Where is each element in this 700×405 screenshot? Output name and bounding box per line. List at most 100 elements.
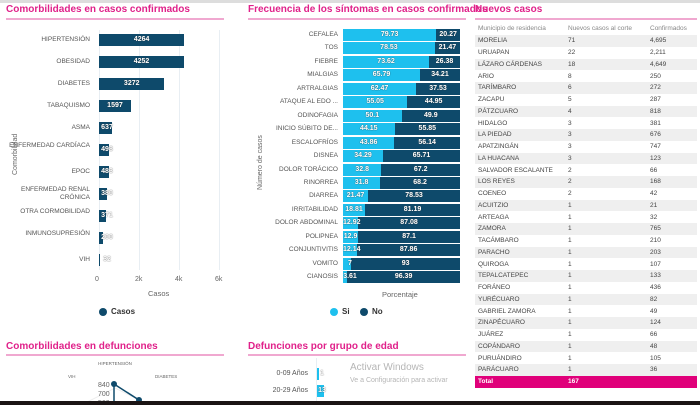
table-cell: 1 <box>565 246 647 259</box>
table-row[interactable]: ZAMORA 1 765 <box>475 223 697 235</box>
table-cell: 1 <box>565 340 647 353</box>
gridline <box>316 358 317 401</box>
table-cell: 1 <box>565 199 647 212</box>
table-row[interactable]: ARIO 8 250 <box>475 70 697 82</box>
bar-value-si: 73.62 <box>377 57 395 65</box>
bar-value-no: 87.86 <box>399 246 418 254</box>
total-cell: Total <box>475 375 565 388</box>
total-cell <box>647 375 697 388</box>
bar-value: 200 <box>101 234 113 241</box>
bar <box>99 100 131 112</box>
category-label: 20-29 Años <box>272 387 308 394</box>
bar-value-no: 65.71 <box>412 152 431 160</box>
divider <box>6 18 224 20</box>
bar-si <box>343 257 352 270</box>
col-header[interactable]: Confirmados <box>650 25 687 32</box>
legend-label: Casos <box>111 307 136 316</box>
bar-value-no: 55.85 <box>418 125 437 133</box>
table-row[interactable]: COENEO 2 42 <box>475 188 697 200</box>
table-cell: 287 <box>650 96 661 104</box>
category-label: DOLOR ABDOMINAL <box>275 219 338 227</box>
table-cell: 5 <box>568 96 572 104</box>
category-label: CIANOSIS <box>306 273 338 281</box>
table-cell: 765 <box>647 223 697 235</box>
bar-no <box>381 163 460 176</box>
table-row[interactable]: LA HUACANA 3 123 <box>475 152 697 165</box>
col-header[interactable]: Municipio de residencia <box>478 25 546 32</box>
bar-value: 4264 <box>133 36 150 43</box>
bar-si <box>343 244 358 257</box>
total-cell: 167 <box>565 375 647 388</box>
table-row[interactable]: ARTEAGA 1 32 <box>475 211 697 223</box>
table-cell: 436 <box>650 284 661 292</box>
bar-value: 380 <box>101 190 113 197</box>
bar-value: 1597 <box>107 102 123 109</box>
bar-value: 498 <box>101 146 113 153</box>
new-cases-table: Municipio de residencia Nuevos casos al … <box>475 22 697 388</box>
table-row[interactable]: ZINAPÉCUARO 1 124 <box>475 317 697 329</box>
table-row[interactable]: LA PIEDAD 3 676 <box>475 129 697 141</box>
table-row[interactable]: LÁZARO CÁRDENAS 18 4,649 <box>475 58 697 71</box>
bar-si <box>343 29 437 41</box>
table-cell: 66 <box>650 331 658 339</box>
table-cell: 1 <box>565 223 647 235</box>
table-row[interactable]: ACUITZIO 1 21 <box>475 199 697 212</box>
table-cell: HIDALGO <box>478 119 508 127</box>
bar-si <box>343 82 417 95</box>
table-cell: 48 <box>647 340 697 353</box>
radar-line <box>113 383 140 401</box>
bar-value-no: 44.95 <box>424 98 443 106</box>
top-border <box>0 0 700 3</box>
table-cell: 36 <box>647 364 697 376</box>
category-label: DOLOR TORÁCICO <box>279 165 338 173</box>
bar-value-si: 55.05 <box>366 98 384 106</box>
table-row[interactable]: PARACHO 1 203 <box>475 246 697 259</box>
table-row[interactable]: JUÁREZ 1 66 <box>475 329 697 341</box>
category-label: INMUNOSUPRESIÓN <box>25 230 90 237</box>
table-row[interactable]: SALVADOR ESCALANTE 2 66 <box>475 164 697 176</box>
table-row[interactable]: PURUÁNDIRO 1 105 <box>475 352 697 364</box>
table-row[interactable]: FORÁNEO 1 436 <box>475 282 697 294</box>
table-row[interactable]: GABRIEL ZAMORA 1 49 <box>475 305 697 317</box>
table-row[interactable]: PÁTZCUARO 4 818 <box>475 105 697 118</box>
deaths-age-title: Defunciones por grupo de edad <box>248 341 399 352</box>
deaths-comorb-title: Comorbilidades en defunciones <box>6 341 158 352</box>
bar-value: 1 <box>320 370 324 377</box>
table-cell: URUAPAN <box>478 49 510 57</box>
table-cell: ACUITZIO <box>475 199 565 212</box>
bar-no <box>351 257 460 270</box>
table-cell: SALVADOR ESCALANTE <box>478 166 553 174</box>
y-axis-title: Comorbilidad <box>12 133 19 175</box>
bar-value: 4252 <box>133 58 150 65</box>
table-row[interactable]: COPÁNDARO 1 48 <box>475 340 697 353</box>
table-row[interactable]: TEPALCATEPEC 1 133 <box>475 270 697 282</box>
table-row[interactable]: PARÁCUARO 1 36 <box>475 364 697 376</box>
comorb-title: Comorbilidades en casos confirmados <box>6 4 190 15</box>
bar-value-no: 87.08 <box>400 219 418 227</box>
table-row[interactable]: URUAPAN 22 2,211 <box>475 47 697 59</box>
table-row[interactable]: QUIROGA 1 107 <box>475 258 697 270</box>
table-row[interactable]: APATZINGÁN 3 747 <box>475 141 697 153</box>
bar-value-si: 62.47 <box>370 84 389 92</box>
table-row[interactable]: LOS REYES 2 168 <box>475 176 697 188</box>
table-cell: COENEO <box>478 190 507 198</box>
category-label: OBESIDAD <box>56 58 90 65</box>
legend-swatch <box>99 307 107 316</box>
bar-no <box>368 190 460 203</box>
table-row[interactable]: ZACAPU 5 287 <box>475 94 697 106</box>
col-header[interactable]: Nuevos casos al corte <box>568 25 632 32</box>
table-row[interactable]: TARÍMBARO 6 272 <box>475 82 697 94</box>
category-label: ATAQUE AL EDO ... <box>279 98 338 106</box>
table-row[interactable]: YURÉCUARO 1 82 <box>475 293 697 306</box>
table-row[interactable]: HIDALGO 3 381 <box>475 117 697 129</box>
bar-si <box>343 42 435 55</box>
legend-item: Si <box>330 307 350 316</box>
table-row[interactable]: TACÁMBARO 1 210 <box>475 235 697 247</box>
bar-value-no: 20.27 <box>439 31 457 38</box>
table-row[interactable]: MORELIA 71 4,695 <box>475 35 697 47</box>
bar-si <box>343 230 359 243</box>
x-tick-label: 2k <box>135 276 143 283</box>
table-cell: 1 <box>568 307 572 315</box>
table-cell: FORÁNEO <box>478 284 511 292</box>
bar-value: 32 <box>103 256 111 263</box>
